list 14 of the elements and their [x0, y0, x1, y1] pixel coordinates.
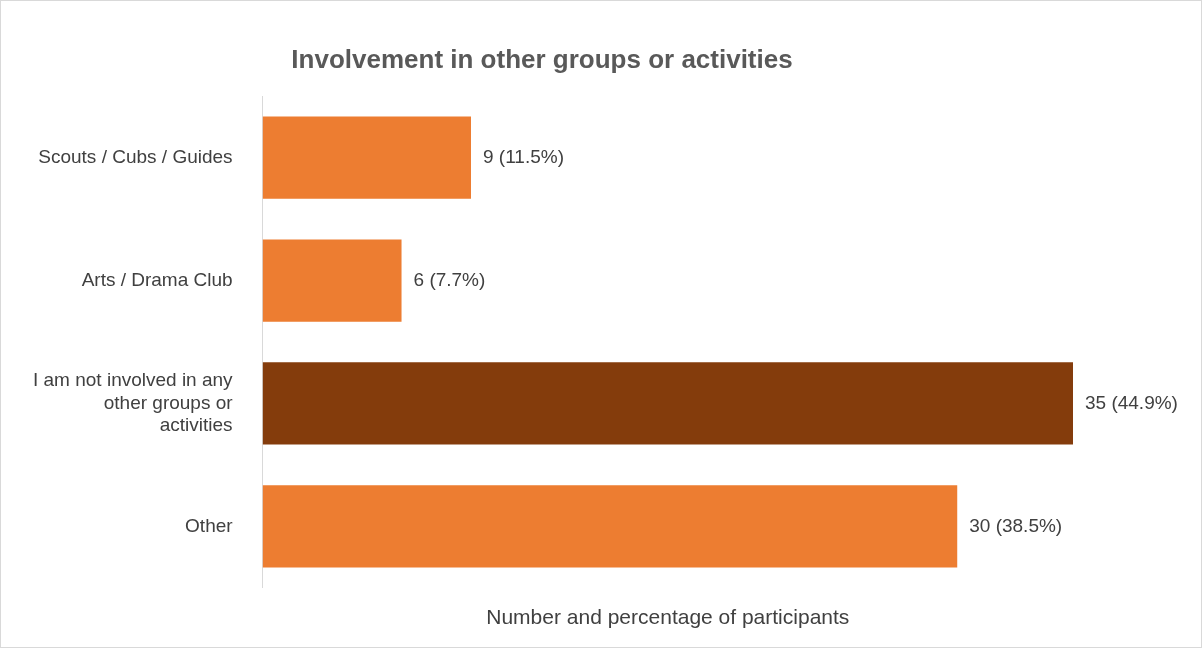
y-tick-label: Arts / Drama Club	[81, 268, 233, 290]
bar	[262, 116, 471, 199]
bar	[262, 239, 402, 322]
bar	[262, 485, 958, 568]
data-label: 6 (7.7%)	[413, 268, 486, 290]
y-tick-label: Other	[185, 514, 234, 536]
data-label: 35 (44.9%)	[1085, 391, 1178, 413]
x-axis-title: Number and percentage of participants	[486, 605, 850, 629]
data-label: 9 (11.5%)	[483, 145, 564, 167]
y-tick-label: I am not involved in any other groups or activities	[32, 368, 234, 436]
bar	[262, 362, 1073, 445]
data-label: 30 (38.5%)	[969, 514, 1063, 536]
y-tick-label: Scouts / Cubs / Guides	[38, 145, 233, 167]
chart-title: Involvement in other groups or activities	[291, 43, 793, 74]
